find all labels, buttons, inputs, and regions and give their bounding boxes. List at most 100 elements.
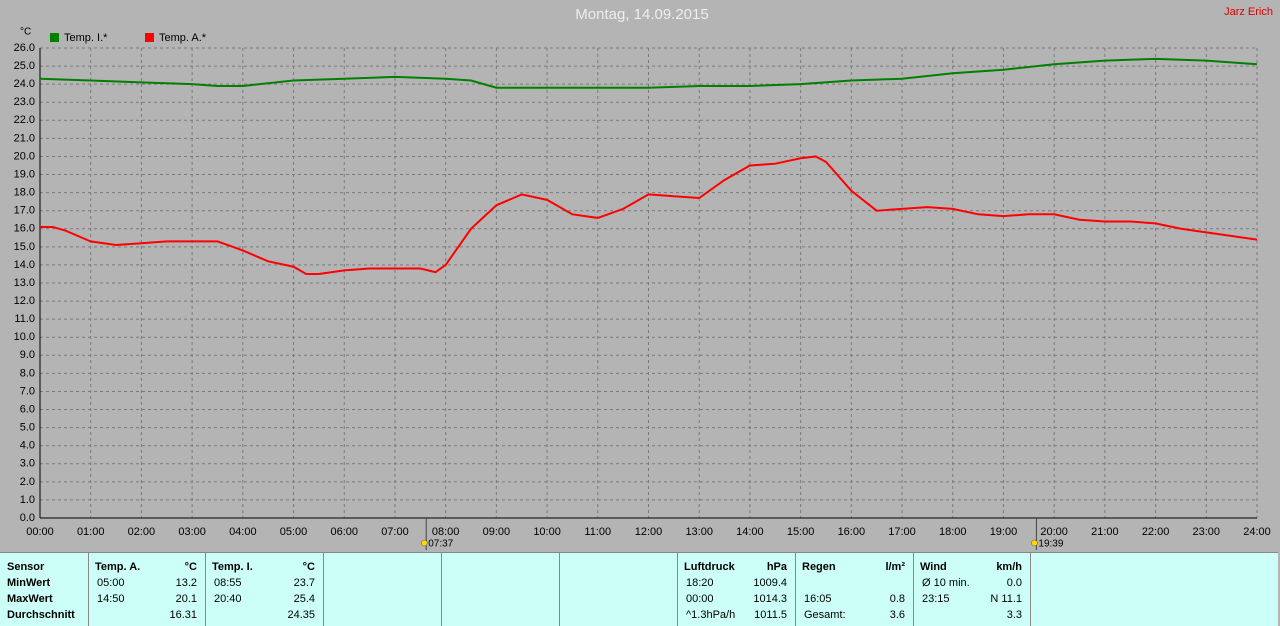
column-divider	[913, 553, 914, 626]
table-cell: 20.1	[175, 593, 197, 605]
table-cell: MaxWert	[7, 593, 53, 605]
table-cell: 14:50	[97, 593, 125, 605]
table-cell: 20:40	[214, 593, 242, 605]
x-tick-label: 24:00	[1243, 526, 1271, 538]
x-tick-label: 18:00	[939, 526, 967, 538]
x-tick-label: 14:00	[736, 526, 764, 538]
column-divider	[677, 553, 678, 626]
table-cell: 1009.4	[753, 577, 787, 589]
x-tick-label: 06:00	[330, 526, 358, 538]
y-tick-label: 16.0	[14, 223, 35, 235]
y-tick-label: 24.0	[14, 78, 35, 90]
sun-label: 19:39	[1038, 539, 1063, 550]
table-cell: 23.7	[293, 577, 315, 589]
x-tick-label: 16:00	[838, 526, 866, 538]
x-tick-label: 00:00	[26, 526, 54, 538]
x-tick-label: 12:00	[635, 526, 663, 538]
y-tick-label: 0.0	[20, 512, 35, 524]
x-tick-label: 05:00	[280, 526, 308, 538]
column-divider	[205, 553, 206, 626]
table-cell: 13.2	[175, 577, 197, 589]
sun-icon	[1031, 539, 1038, 547]
table-cell: 16:05	[804, 593, 832, 605]
table-cell: Temp. A.	[95, 561, 141, 573]
legend-label: Temp. A.*	[159, 32, 207, 44]
x-tick-label: 15:00	[787, 526, 815, 538]
y-tick-label: 2.0	[20, 476, 35, 488]
series-line	[39, 57, 1258, 89]
x-tick-label: 07:00	[381, 526, 409, 538]
author: Jarz Erich	[1224, 6, 1273, 18]
column-divider	[323, 553, 324, 626]
table-cell: ^1.3hPa/h	[686, 609, 736, 621]
table-cell: MinWert	[7, 577, 51, 589]
x-tick-label: 02:00	[128, 526, 156, 538]
column-divider	[88, 553, 89, 626]
x-tick-label: 09:00	[483, 526, 511, 538]
y-tick-label: 21.0	[14, 132, 35, 144]
table-cell: 00:00	[686, 593, 714, 605]
table-cell: 16.31	[169, 609, 197, 621]
y-tick-label: 17.0	[14, 205, 35, 217]
table-cell: N 11.1	[990, 593, 1022, 605]
table-cell: 23:15	[922, 593, 950, 605]
table-cell: 3.6	[889, 609, 905, 621]
y-unit: °C	[20, 27, 31, 38]
column-divider	[795, 553, 796, 626]
column-divider	[1030, 553, 1031, 626]
x-tick-label: 10:00	[533, 526, 561, 538]
table-cell: 25.4	[293, 593, 315, 605]
summary-table: Sensor MinWert MaxWert Durchschnitt Temp. A.…	[0, 552, 1278, 626]
y-tick-label: 14.0	[14, 259, 35, 271]
x-tick-label: 01:00	[77, 526, 105, 538]
sun-icon	[420, 539, 428, 547]
chart: Montag, 14.09.2015 Jarz Erich °C 0.0 1.0 2…	[14, 6, 1273, 550]
legend-swatch	[145, 33, 154, 42]
table-cell: Sensor	[7, 561, 45, 573]
y-tick-label: 9.0	[20, 349, 35, 361]
x-tick-label: 17:00	[888, 526, 916, 538]
x-tick-label: 08:00	[432, 526, 460, 538]
table-cell: km/h	[996, 561, 1022, 573]
x-tick-label: 23:00	[1193, 526, 1221, 538]
table-cell: Gesamt:	[804, 609, 846, 621]
table-cell: 18:20	[686, 577, 714, 589]
x-tick-label: 03:00	[178, 526, 206, 538]
table-cell: Temp. I.	[212, 561, 253, 573]
table-cell: 0.8	[889, 593, 905, 605]
table-cell: 05:00	[97, 577, 125, 589]
x-tick-label: 19:00	[990, 526, 1018, 538]
table-cell: 24.35	[287, 609, 315, 621]
x-tick-label: 11:00	[584, 526, 611, 538]
y-tick-label: 1.0	[20, 494, 35, 506]
y-tick-label: 11.0	[14, 313, 35, 325]
y-tick-label: 6.0	[20, 403, 35, 415]
y-tick-label: 19.0	[14, 168, 35, 180]
y-tick-label: 13.0	[14, 277, 35, 289]
table-cell: 3.3	[1006, 609, 1022, 621]
table-cell: hPa	[766, 561, 787, 573]
y-tick-label: 25.0	[14, 60, 35, 72]
x-tick-label: 04:00	[229, 526, 257, 538]
y-tick-label: 5.0	[20, 422, 35, 434]
legend-label: Temp. I.*	[64, 32, 108, 44]
series-line	[40, 155, 1258, 275]
table-cell: Durchschnitt	[7, 609, 75, 621]
column-divider	[441, 553, 442, 626]
table-cell: Regen	[802, 561, 836, 573]
y-tick-label: 7.0	[20, 385, 35, 397]
y-tick-label: 15.0	[14, 241, 35, 253]
legend-swatch	[50, 33, 59, 42]
chart-title: Montag, 14.09.2015	[575, 6, 708, 23]
table-cell: 0.0	[1006, 577, 1022, 589]
column-divider	[559, 553, 560, 626]
y-tick-label: 23.0	[14, 96, 35, 108]
table-cell: Luftdruck	[684, 561, 735, 573]
table-cell: 1011.5	[754, 609, 787, 621]
y-tick-label: 22.0	[14, 114, 35, 126]
table-cell: °C	[302, 561, 315, 573]
y-tick-label: 3.0	[20, 458, 35, 470]
y-tick-label: 18.0	[14, 187, 35, 199]
x-tick-label: 13:00	[685, 526, 713, 538]
